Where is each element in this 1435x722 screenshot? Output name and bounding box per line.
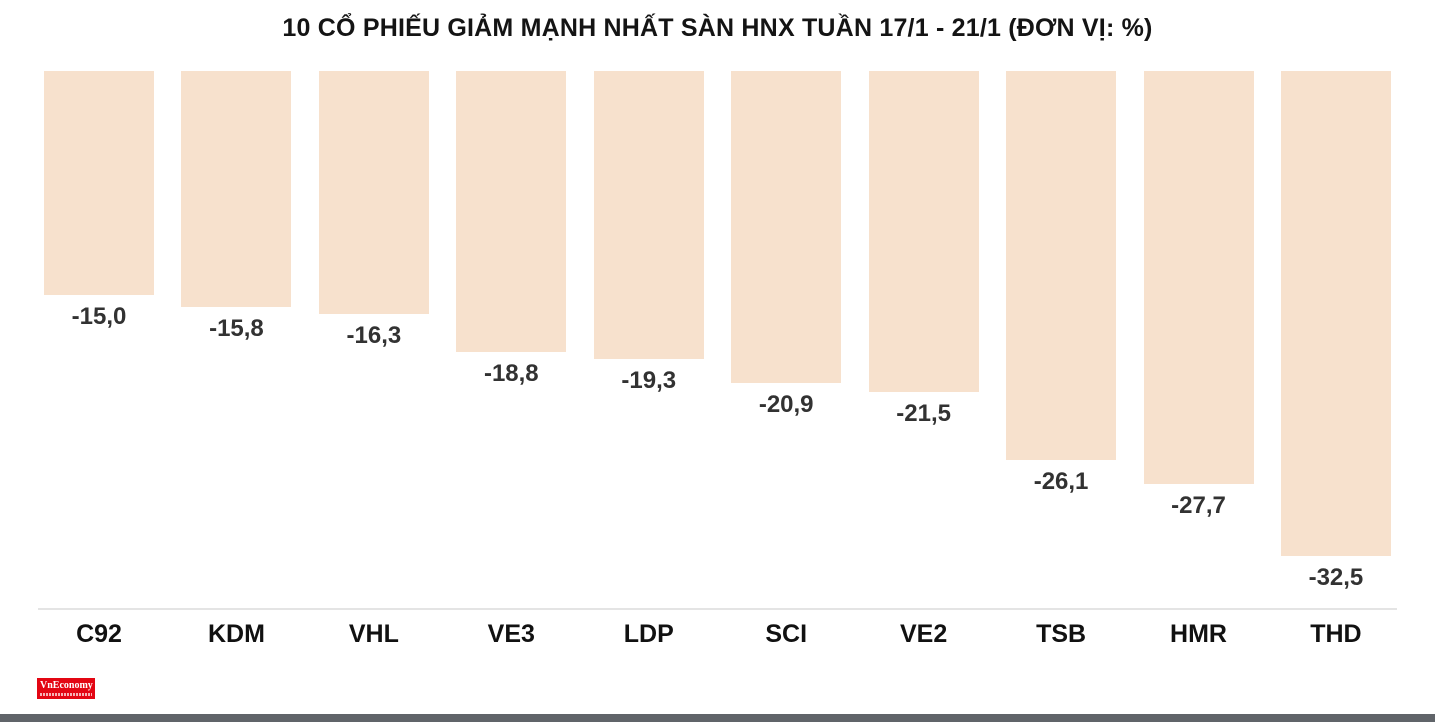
bar [1006, 71, 1117, 460]
bar [593, 71, 704, 359]
bar-column: -26,1 [1006, 71, 1117, 496]
bar [868, 71, 979, 392]
bar [1280, 71, 1391, 556]
bar-column: -32,5 [1280, 71, 1391, 592]
bar-column: -21,5 [868, 71, 979, 428]
chart-title: 10 CỔ PHIẾU GIẢM MẠNH NHẤT SÀN HNX TUẦN … [282, 14, 1153, 42]
bar [44, 71, 154, 295]
category-label: VE2 [899, 620, 948, 648]
bar [456, 71, 567, 352]
vneconomy-logo-tagline [40, 693, 92, 696]
bar-chart-plot-area: -15,0 -15,8 -16,3 -18,8 -19,3 -20,9 -21,5 -26,1… [0, 71, 1435, 592]
vneconomy-logo-text: VnEconomy [40, 680, 93, 691]
category-label: VHL [348, 620, 399, 648]
bar [318, 71, 429, 314]
bar [1143, 71, 1254, 484]
value-label: -32,5 [1308, 564, 1364, 591]
bar [181, 71, 292, 307]
bar-column: -19,3 [593, 71, 704, 395]
x-axis-line [38, 608, 1397, 610]
value-label: -21,5 [896, 400, 951, 427]
value-label: -16,3 [346, 322, 402, 349]
category-label: TSB [1036, 620, 1087, 648]
category-label: HMR [1170, 620, 1227, 648]
category-label: SCI [765, 620, 808, 648]
value-label: -20,9 [758, 391, 814, 418]
bar-column: -27,7 [1143, 71, 1254, 520]
bar-column: -15,8 [181, 71, 292, 343]
bar-column: -16,3 [318, 71, 429, 350]
value-label: -26,1 [1033, 468, 1089, 495]
category-label: C92 [76, 620, 122, 648]
bar-column: -20,9 [731, 71, 842, 419]
value-label: -19,3 [621, 367, 677, 394]
value-label: -15,0 [71, 303, 127, 330]
x-axis-category-labels: C92 KDM VHL VE3 LDP SCI VE2 TSB HMR THD [0, 620, 1435, 649]
category-label: VE3 [487, 620, 535, 648]
category-label: KDM [207, 620, 265, 648]
bar-column: -15,0 [44, 71, 154, 331]
category-label: LDP [623, 620, 674, 648]
value-label: -18,8 [483, 360, 539, 387]
value-label: -27,7 [1171, 492, 1226, 519]
bottom-window-edge [0, 714, 1435, 722]
bar-column: -18,8 [456, 71, 567, 388]
bar [731, 71, 842, 383]
vneconomy-logo: VnEconomy [37, 678, 95, 699]
category-label: THD [1310, 620, 1362, 648]
value-label: -15,8 [209, 315, 264, 342]
